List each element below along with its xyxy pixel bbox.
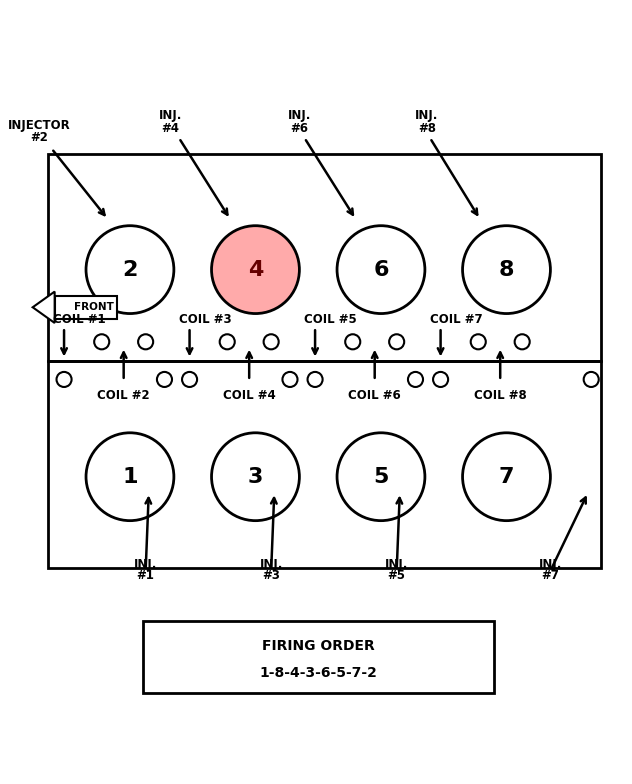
Text: INJ.: INJ. <box>159 109 183 122</box>
Circle shape <box>157 372 172 387</box>
Text: 6: 6 <box>374 260 389 280</box>
Circle shape <box>463 433 550 521</box>
Circle shape <box>212 226 300 314</box>
Text: COIL #6: COIL #6 <box>348 389 401 402</box>
Circle shape <box>138 334 153 350</box>
Circle shape <box>86 433 174 521</box>
Text: 2: 2 <box>122 260 138 280</box>
Text: 5: 5 <box>374 466 389 487</box>
Text: 1: 1 <box>122 466 138 487</box>
Text: #2: #2 <box>30 131 48 144</box>
Circle shape <box>433 372 448 387</box>
Text: #1: #1 <box>137 569 155 583</box>
Circle shape <box>345 334 360 350</box>
Circle shape <box>471 334 486 350</box>
Text: 1-8-4-3-6-5-7-2: 1-8-4-3-6-5-7-2 <box>259 666 377 680</box>
Text: COIL #4: COIL #4 <box>223 389 276 402</box>
Text: INJECTOR: INJECTOR <box>8 118 70 132</box>
Text: INJ.: INJ. <box>415 109 439 122</box>
Text: #6: #6 <box>290 122 308 135</box>
Text: COIL #1: COIL #1 <box>54 313 106 326</box>
Text: INJ.: INJ. <box>385 558 408 571</box>
Bar <box>49 361 600 568</box>
Text: INJ.: INJ. <box>288 109 311 122</box>
Text: COIL #5: COIL #5 <box>305 313 357 326</box>
Bar <box>49 154 600 361</box>
Circle shape <box>389 334 404 350</box>
Circle shape <box>514 334 530 350</box>
Text: #5: #5 <box>387 569 406 583</box>
Polygon shape <box>33 292 54 323</box>
Bar <box>54 296 118 318</box>
Text: FIRING ORDER: FIRING ORDER <box>262 639 375 653</box>
Circle shape <box>220 334 234 350</box>
Circle shape <box>56 372 71 387</box>
Text: COIL #2: COIL #2 <box>97 389 150 402</box>
Text: 8: 8 <box>499 260 514 280</box>
Text: COIL #8: COIL #8 <box>474 389 526 402</box>
Text: INJ.: INJ. <box>538 558 562 571</box>
Circle shape <box>264 334 279 350</box>
Text: 7: 7 <box>499 466 514 487</box>
Text: INJ.: INJ. <box>134 558 157 571</box>
Circle shape <box>408 372 423 387</box>
Circle shape <box>86 226 174 314</box>
Text: 4: 4 <box>248 260 263 280</box>
Circle shape <box>94 334 109 350</box>
Circle shape <box>308 372 322 387</box>
Text: #8: #8 <box>418 122 436 135</box>
Text: COIL #7: COIL #7 <box>430 313 483 326</box>
Text: #7: #7 <box>542 569 559 583</box>
Bar <box>142 621 494 693</box>
Text: #4: #4 <box>162 122 179 135</box>
Circle shape <box>212 433 300 521</box>
Text: INJ.: INJ. <box>260 558 283 571</box>
Circle shape <box>283 372 298 387</box>
Circle shape <box>463 226 550 314</box>
Text: COIL #3: COIL #3 <box>179 313 231 326</box>
Text: 3: 3 <box>248 466 263 487</box>
Circle shape <box>584 372 599 387</box>
Circle shape <box>337 226 425 314</box>
Circle shape <box>182 372 197 387</box>
Text: #3: #3 <box>262 569 280 583</box>
Circle shape <box>337 433 425 521</box>
Text: FRONT: FRONT <box>73 303 114 312</box>
